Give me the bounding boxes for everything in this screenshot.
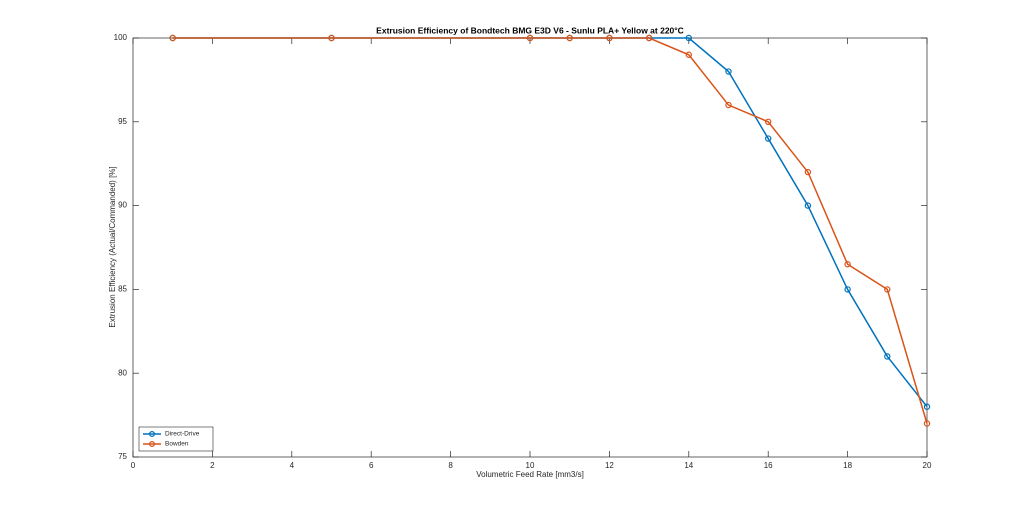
- y-tick-label: 100: [114, 33, 128, 42]
- data-point: [765, 118, 772, 126]
- data-point: [526, 34, 534, 42]
- data-point: [804, 202, 812, 209]
- y-axis-label: Extrusion Efficiency (Actual/Commanded) …: [108, 166, 117, 327]
- x-tick-label: 8: [448, 461, 453, 470]
- x-tick-label: 10: [526, 461, 535, 470]
- y-tick-label: 95: [118, 117, 127, 126]
- data-point: [685, 34, 693, 42]
- legend-label: Direct-Drive: [165, 431, 200, 438]
- data-point: [328, 34, 335, 42]
- data-point: [725, 101, 732, 109]
- x-tick-label: 14: [684, 461, 693, 470]
- x-tick-label: 4: [290, 461, 295, 470]
- x-tick-label: 2: [210, 461, 215, 470]
- data-point: [566, 34, 573, 42]
- y-tick-label: 90: [118, 201, 127, 210]
- x-tick-label: 6: [369, 461, 374, 470]
- x-tick-label: 16: [764, 461, 773, 470]
- data-point: [884, 353, 891, 360]
- x-tick-label: 0: [131, 461, 136, 470]
- data-point: [923, 403, 931, 410]
- data-point: [765, 135, 772, 142]
- data-point: [685, 51, 693, 58]
- legend-label: Bowden: [165, 441, 189, 448]
- data-point: [844, 286, 851, 293]
- data-point: [606, 34, 613, 42]
- y-tick-label: 75: [118, 452, 127, 461]
- legend-marker: [149, 431, 156, 438]
- data-point: [725, 68, 732, 75]
- x-tick-label: 18: [843, 461, 852, 470]
- data-point: [844, 261, 851, 268]
- data-point: [884, 286, 891, 293]
- x-tick-label: 12: [605, 461, 614, 470]
- legend-box: [138, 426, 214, 452]
- y-tick-label: 80: [118, 368, 127, 377]
- data-point: [923, 420, 931, 427]
- chart-title: Extrusion Efficiency of Bondtech BMG E3D…: [376, 25, 684, 35]
- data-point: [169, 34, 176, 42]
- data-point: [645, 34, 653, 42]
- x-axis-label: Volumetric Feed Rate [mm3/s]: [476, 470, 584, 479]
- y-tick-label: 85: [118, 285, 127, 294]
- x-tick-label: 20: [923, 461, 932, 470]
- data-point: [804, 168, 812, 176]
- series-line: [172, 37, 928, 424]
- legend-marker: [149, 441, 156, 448]
